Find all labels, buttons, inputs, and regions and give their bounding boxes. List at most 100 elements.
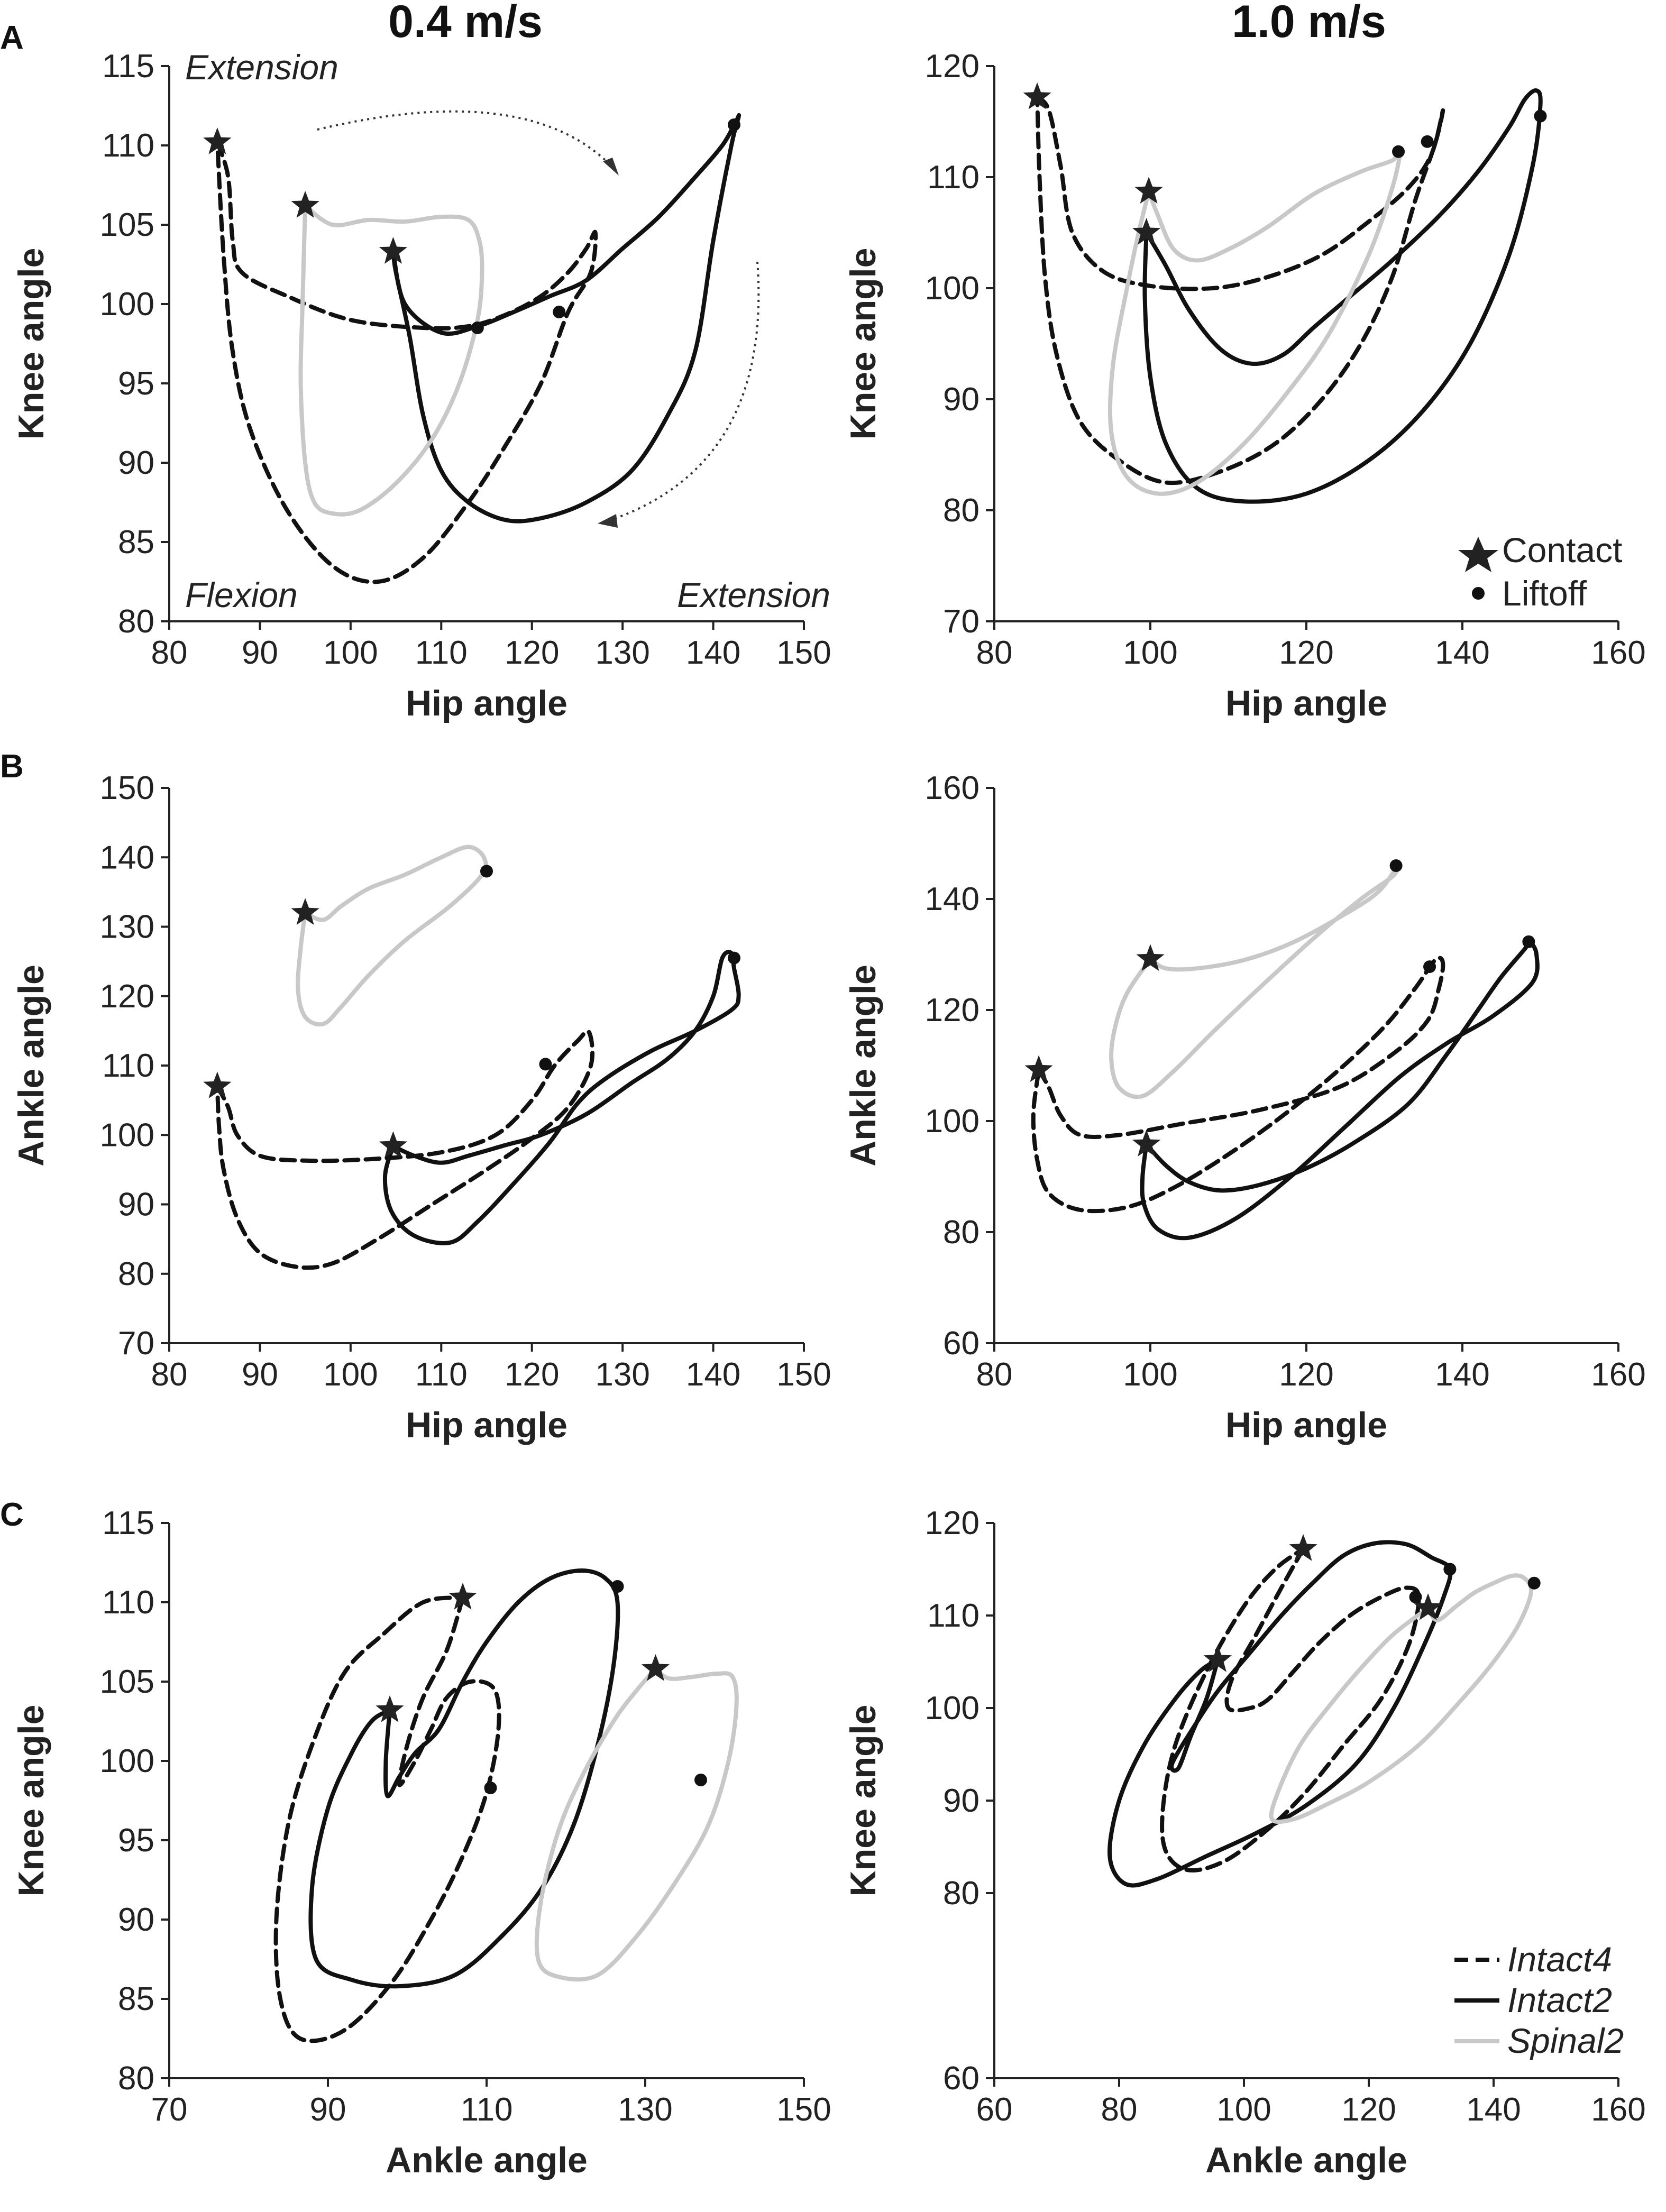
- liftoff-marker: [728, 118, 740, 131]
- x-tick-label: 110: [461, 2091, 513, 2128]
- x-axis-label: Hip angle: [1225, 683, 1387, 723]
- y-tick-label: 100: [100, 1117, 154, 1153]
- y-tick-label: 160: [925, 770, 980, 806]
- x-tick-label: 140: [686, 1356, 740, 1393]
- x-axis-label: Hip angle: [406, 683, 567, 723]
- series-line-spinal2: [298, 204, 484, 517]
- x-axis-label: Hip angle: [1225, 1405, 1387, 1445]
- series-line-intact4: [1031, 956, 1445, 1214]
- series-line-intact4: [1035, 95, 1445, 485]
- y-tick-label: 90: [118, 1902, 154, 1938]
- liftoff-marker: [1392, 145, 1405, 158]
- x-tick-label: 100: [1123, 1356, 1177, 1393]
- x-tick-label: 100: [1123, 635, 1177, 671]
- legend-intact4-label: Intact4: [1507, 1940, 1612, 1979]
- liftoff-marker: [1421, 135, 1434, 148]
- contact-marker: [1136, 944, 1165, 971]
- liftoff-marker: [728, 951, 740, 965]
- contact-marker: [291, 191, 319, 218]
- series-line-intact2: [308, 1568, 620, 1989]
- x-tick-label: 70: [151, 2091, 188, 2128]
- x-tick-label: 120: [1341, 2091, 1396, 2128]
- y-tick-label: 110: [927, 1598, 980, 1634]
- x-tick-label: 140: [686, 635, 740, 671]
- y-tick-label: 120: [925, 1505, 980, 1541]
- contact-marker: [291, 898, 319, 925]
- contact-marker: [376, 1695, 404, 1722]
- x-tick-label: 80: [976, 635, 1013, 671]
- column-title-fast: 1.0 m/s: [1232, 0, 1386, 47]
- annotation-extension-top: Extension: [185, 48, 338, 87]
- x-tick-label: 130: [618, 2091, 672, 2128]
- x-tick-label: 90: [310, 2091, 346, 2128]
- liftoff-marker: [480, 865, 493, 878]
- contact-marker: [1203, 1645, 1232, 1672]
- y-tick-label: 85: [118, 524, 154, 561]
- annotation-flexion: Flexion: [185, 575, 298, 614]
- x-tick-label: 150: [776, 1356, 831, 1393]
- contact-marker: [203, 127, 232, 154]
- y-tick-label: 80: [943, 1214, 980, 1251]
- series-line-intact4: [215, 1029, 595, 1270]
- x-tick-label: 110: [415, 635, 468, 671]
- x-tick-label: 80: [151, 1356, 188, 1393]
- series-line-intact4: [215, 140, 598, 584]
- contact-marker: [641, 1654, 670, 1681]
- y-tick-label: 90: [118, 445, 154, 481]
- series-line-intact2: [1140, 939, 1540, 1241]
- liftoff-marker: [1423, 960, 1436, 974]
- contact-marker: [1132, 218, 1161, 245]
- contact-marker: [448, 1583, 477, 1610]
- y-tick-label: 120: [925, 48, 980, 85]
- panel-letter-a: A: [0, 20, 24, 56]
- x-tick-label: 140: [1466, 2091, 1521, 2128]
- y-tick-label: 80: [118, 1256, 154, 1292]
- liftoff-marker: [611, 1580, 624, 1593]
- x-tick-label: 90: [242, 1356, 278, 1393]
- y-tick-label: 110: [102, 1048, 154, 1084]
- y-tick-label: 100: [925, 1690, 980, 1727]
- y-axis-label: Knee angle: [11, 248, 51, 440]
- x-tick-label: 120: [1279, 635, 1333, 671]
- contact-marker: [203, 1071, 232, 1098]
- y-tick-label: 85: [118, 1981, 154, 2017]
- legend-contact-label: Contact: [1502, 530, 1622, 570]
- x-tick-label: 160: [1591, 2091, 1645, 2128]
- x-axis-label: Ankle angle: [1205, 2140, 1407, 2180]
- x-tick-label: 100: [1216, 2091, 1271, 2128]
- contact-marker: [1134, 177, 1163, 204]
- liftoff-marker: [1527, 1576, 1541, 1590]
- liftoff-marker: [1522, 935, 1535, 948]
- y-tick-label: 80: [943, 1875, 980, 1912]
- liftoff-marker: [1534, 109, 1547, 123]
- series-line-intact4: [273, 1595, 501, 2043]
- y-tick-label: 120: [925, 992, 980, 1029]
- contact-marker: [379, 1131, 408, 1158]
- legend-series: Intact4 Intact2 Spinal2: [1454, 1940, 1624, 2060]
- x-tick-label: 130: [595, 635, 649, 671]
- series-line-spinal2: [296, 845, 488, 1027]
- y-tick-label: 130: [100, 909, 154, 946]
- x-tick-label: 110: [415, 1356, 468, 1393]
- x-tick-label: 140: [1435, 635, 1489, 671]
- legend-liftoff-label: Liftoff: [1502, 574, 1587, 613]
- y-tick-label: 115: [102, 48, 154, 85]
- x-tick-label: 140: [1435, 1356, 1489, 1393]
- y-tick-label: 100: [925, 270, 980, 307]
- panel-letter-b: B: [0, 748, 24, 785]
- x-tick-label: 150: [776, 635, 831, 671]
- series-line-spinal2: [1269, 1573, 1534, 1824]
- contact-marker: [1024, 1055, 1053, 1082]
- y-tick-label: 90: [943, 381, 980, 418]
- x-tick-label: 130: [595, 1356, 649, 1393]
- y-tick-label: 105: [100, 207, 154, 243]
- series-line-spinal2: [1107, 148, 1402, 496]
- series-line-intact2: [1142, 88, 1543, 504]
- arrow-extension-top: [317, 110, 615, 169]
- liftoff-marker: [1443, 1563, 1457, 1576]
- x-tick-label: 120: [1279, 1356, 1333, 1393]
- plot-ankle-knee-slow: 70 90 110 130 150 80 85 90 95 100 105 110 115 Ankle a…: [11, 1505, 831, 2180]
- contact-marker: [379, 237, 408, 264]
- panel-letter-c: C: [0, 1497, 24, 1533]
- y-tick-label: 110: [927, 159, 980, 196]
